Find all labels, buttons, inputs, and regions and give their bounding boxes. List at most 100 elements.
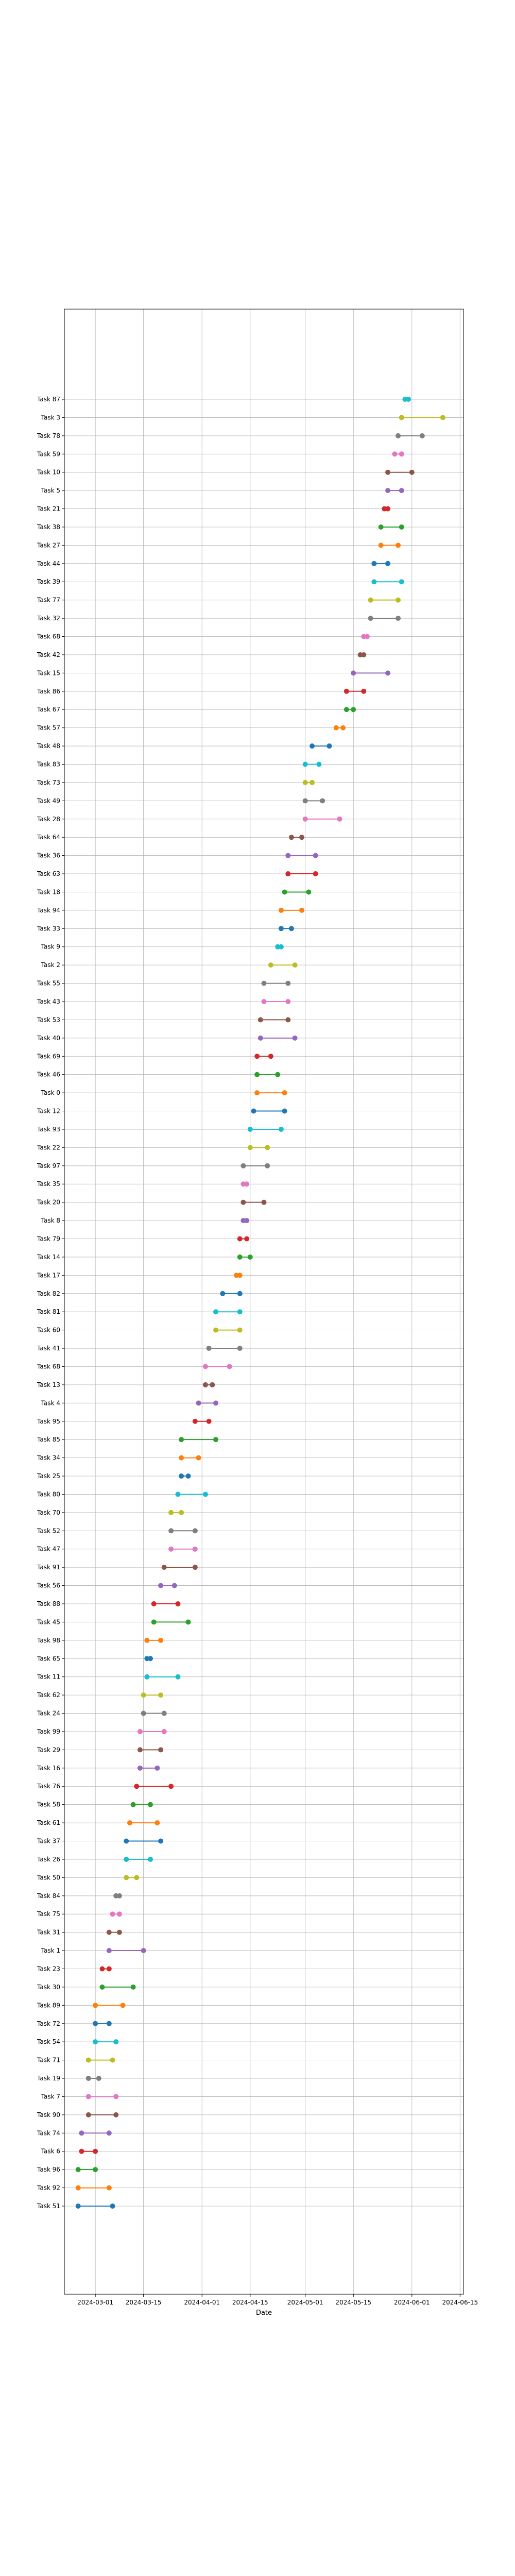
task-series-line — [261, 980, 291, 986]
task-end-point — [130, 1984, 136, 1990]
y-tick-label: Task 73 — [37, 779, 60, 786]
task-start-point — [106, 1948, 112, 1954]
task-series-line — [137, 1747, 164, 1753]
task-series-line — [151, 1601, 181, 1606]
task-series-line — [258, 1017, 291, 1023]
y-tick-label: Task 45 — [37, 1618, 60, 1625]
task-start-point — [75, 2185, 81, 2191]
x-tick-label: 2024-06-01 — [394, 2299, 430, 2306]
task-series-line — [124, 1875, 140, 1880]
x-tick-label: 2024-04-01 — [184, 2299, 220, 2306]
task-end-point — [148, 1656, 153, 1662]
task-series-line — [192, 1418, 212, 1424]
task-series-line — [275, 944, 284, 950]
task-series-line — [288, 835, 304, 840]
task-series-line — [234, 1273, 243, 1278]
task-series-line — [168, 1528, 198, 1534]
task-end-point — [213, 1400, 218, 1406]
y-tick-label: Task 30 — [37, 1984, 60, 1991]
task-series-line — [254, 1072, 281, 1077]
task-start-point — [247, 1126, 253, 1132]
task-end-point — [237, 1309, 243, 1315]
task-series-line — [106, 1948, 146, 1954]
task-series-line — [368, 597, 401, 603]
task-series-line — [85, 2094, 119, 2099]
task-end-point — [261, 1199, 267, 1205]
task-end-point — [227, 1364, 232, 1369]
y-tick-label: Task 48 — [37, 742, 60, 750]
task-end-point — [168, 1784, 174, 1789]
task-end-point — [313, 853, 318, 858]
task-start-point — [79, 2148, 84, 2154]
task-end-point — [299, 835, 304, 840]
task-start-point — [385, 488, 391, 494]
y-tick-label: Task 26 — [37, 1856, 60, 1863]
task-start-point — [192, 1418, 198, 1424]
task-end-point — [313, 871, 318, 877]
task-start-point — [124, 1838, 129, 1844]
task-end-point — [192, 1565, 198, 1570]
task-end-point — [285, 1017, 291, 1023]
y-tick-label: Task 61 — [37, 1819, 60, 1826]
task-end-point — [106, 2185, 112, 2191]
x-tick-label: 2024-06-15 — [442, 2299, 478, 2306]
task-series-line — [385, 469, 415, 475]
task-end-point — [116, 1911, 122, 1917]
task-series-line — [99, 1966, 112, 1972]
task-series-line — [85, 2057, 115, 2063]
y-tick-label: Task 0 — [41, 1089, 60, 1096]
task-series-line — [399, 415, 445, 420]
y-tick-label: Task 22 — [37, 1144, 60, 1151]
task-series-line — [130, 1802, 153, 1807]
task-series-line — [144, 1674, 181, 1680]
task-series-line — [220, 1291, 243, 1296]
task-end-point — [292, 1035, 298, 1041]
task-series-line — [179, 1473, 191, 1479]
task-start-point — [368, 597, 373, 603]
task-end-point — [399, 524, 404, 530]
task-series-line — [124, 1838, 164, 1844]
task-start-point — [258, 1017, 263, 1023]
y-tick-label: Task 12 — [37, 1108, 60, 1115]
y-tick-label: Task 89 — [37, 2002, 60, 2009]
task-end-point — [154, 1765, 160, 1771]
task-series-line — [79, 2148, 98, 2154]
task-end-point — [282, 1090, 287, 1096]
task-series-line — [179, 1437, 218, 1443]
task-end-point — [247, 1254, 253, 1260]
task-end-point — [396, 543, 401, 548]
y-tick-label: Task 4 — [41, 1399, 60, 1406]
task-end-point — [361, 652, 367, 657]
task-end-point — [327, 743, 332, 749]
y-tick-label: Task 19 — [37, 2075, 60, 2082]
task-series-line — [124, 1856, 153, 1862]
task-start-point — [251, 1108, 256, 1114]
y-axis: Task 51 Task 92 Task 96 Task 6 Task 74 Task 9… — [37, 396, 64, 2210]
y-tick-label: Task 36 — [37, 852, 60, 859]
task-start-point — [302, 761, 308, 767]
task-end-point — [419, 433, 425, 438]
task-end-point — [192, 1528, 198, 1534]
x-axis-label: Date — [256, 2309, 272, 2317]
task-end-point — [113, 2112, 119, 2117]
task-end-point — [299, 907, 304, 913]
task-series-line — [285, 871, 318, 877]
task-series-line — [137, 1765, 160, 1771]
task-end-point — [120, 2003, 126, 2008]
task-end-point — [116, 1929, 122, 1935]
y-tick-label: Task 5 — [41, 487, 60, 494]
y-tick-label: Task 50 — [37, 1874, 60, 1881]
y-tick-label: Task 47 — [37, 1546, 60, 1553]
task-series-line — [202, 1364, 232, 1369]
y-tick-label: Task 68 — [37, 633, 60, 640]
task-series-line — [206, 1346, 243, 1351]
task-start-point — [247, 1145, 253, 1150]
task-series-line — [134, 1784, 174, 1789]
task-series-line — [251, 1108, 287, 1114]
y-tick-label: Task 74 — [37, 2129, 60, 2137]
task-end-point — [141, 1948, 146, 1954]
task-end-point — [110, 2057, 115, 2063]
task-series-line — [241, 1199, 267, 1205]
